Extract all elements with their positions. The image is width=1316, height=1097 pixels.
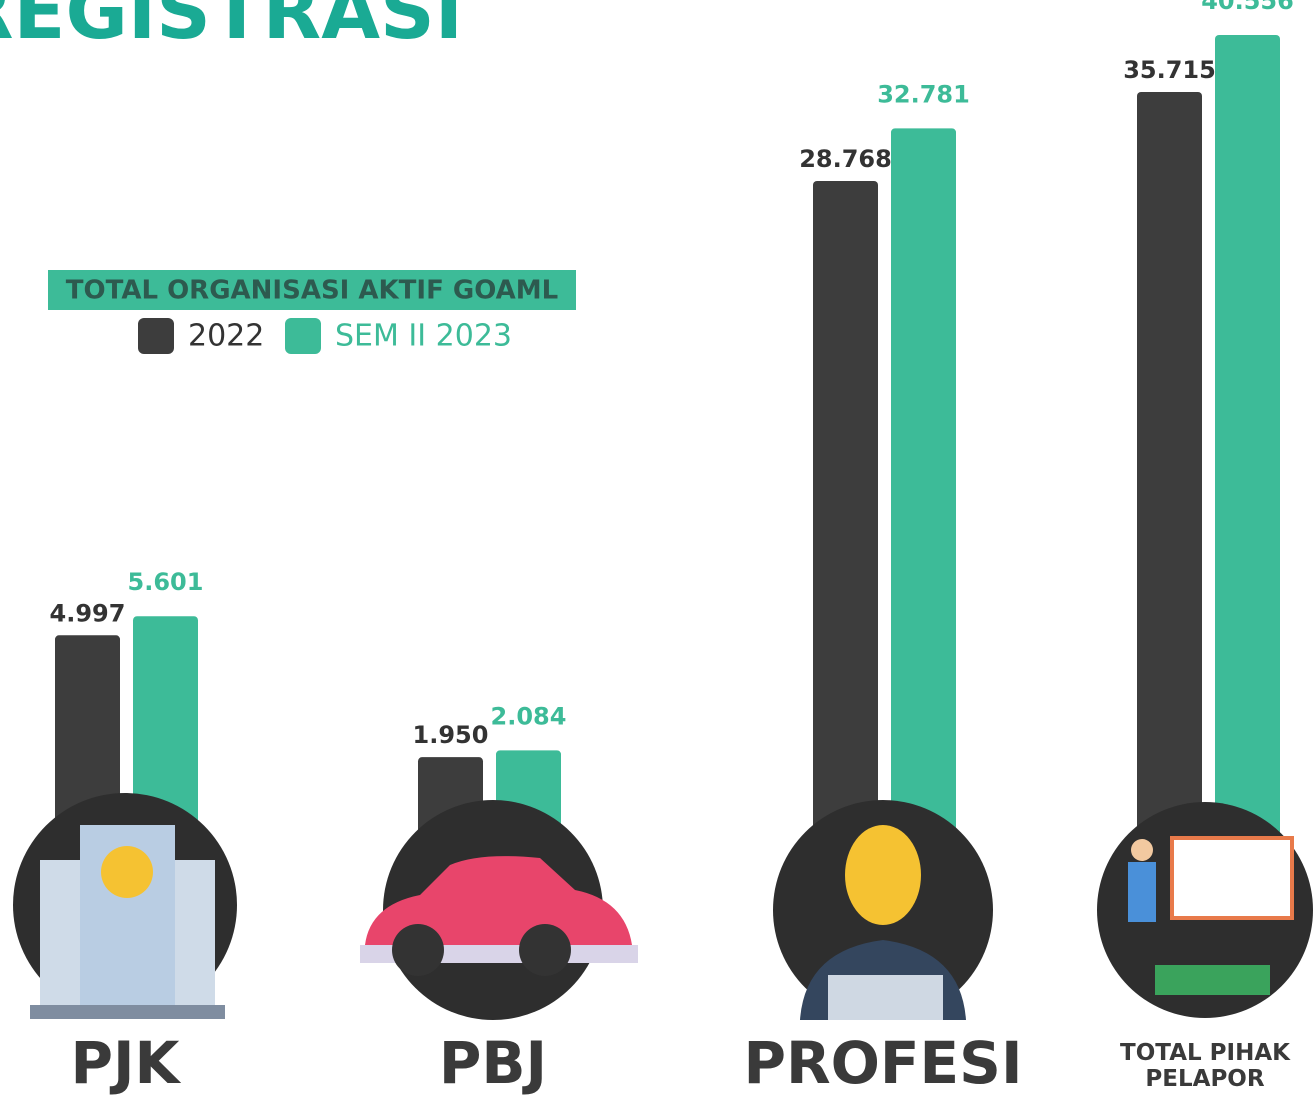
- chart-title: REGISTRASI: [0, 0, 463, 56]
- icons: [13, 793, 1313, 1020]
- wheel: [519, 924, 571, 976]
- legend-title: TOTAL ORGANISASI AKTIF GOAML: [66, 276, 558, 306]
- value-label: 28.768: [799, 145, 892, 173]
- presenter-head: [1131, 839, 1153, 861]
- wheel: [392, 924, 444, 976]
- infographic: REGISTRASI TOTAL ORGANISASI AKTIF GOAML …: [0, 0, 1316, 1096]
- legend-label: SEM II 2023: [335, 319, 512, 354]
- category-label: TOTAL PIHAK PELAPOR: [1095, 1040, 1315, 1092]
- value-label: 5.601: [128, 568, 204, 596]
- value-label: 32.781: [877, 80, 970, 108]
- chart: REGISTRASI TOTAL ORGANISASI AKTIF GOAML …: [0, 0, 1316, 1096]
- category-label: PROFESI: [733, 1030, 1033, 1096]
- coin: [101, 846, 153, 898]
- value-label: 2.084: [491, 702, 567, 730]
- legend-label: 2022: [188, 319, 264, 354]
- value-label: 40.556: [1201, 0, 1294, 15]
- audience: [1155, 965, 1270, 995]
- legend-swatch: [138, 318, 174, 354]
- presenter: [1128, 862, 1156, 922]
- building-base: [30, 1005, 225, 1019]
- category-label: PBJ: [393, 1030, 593, 1096]
- category-label: PJK: [25, 1030, 225, 1096]
- laptop: [828, 975, 943, 1020]
- person-head: [845, 825, 921, 925]
- board: [1172, 838, 1292, 918]
- value-label: 1.950: [413, 721, 489, 749]
- legend-swatch: [285, 318, 321, 354]
- value-label: 4.997: [50, 599, 126, 627]
- value-label: 35.715: [1123, 56, 1216, 84]
